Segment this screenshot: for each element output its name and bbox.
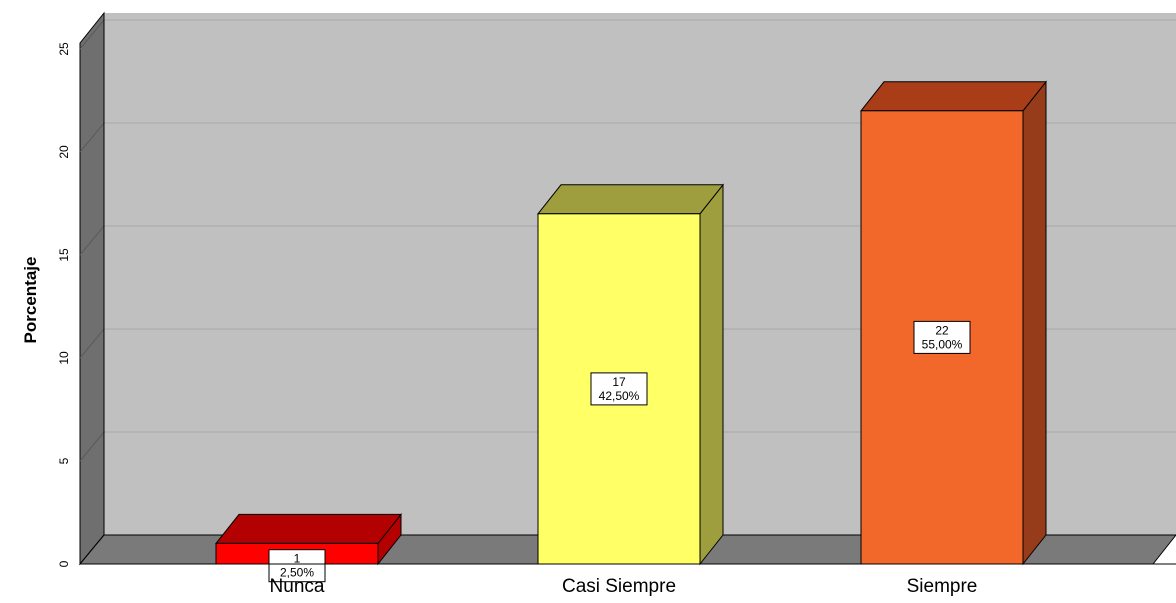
y-tick-label: 0: [57, 560, 71, 567]
data-label-count: 17: [612, 375, 626, 389]
data-label-percent: 2,50%: [280, 566, 314, 580]
bar-top: [214, 513, 403, 544]
gridline-wall: [79, 19, 105, 50]
gridline-wall: [79, 431, 105, 462]
data-label-percent: 55,00%: [922, 337, 963, 351]
data-label: 12,50%: [268, 549, 326, 583]
x-tick-label: Nunca: [270, 576, 325, 597]
bar-top: [859, 81, 1048, 112]
bar-side: [1022, 80, 1047, 566]
data-label-count: 1: [294, 552, 301, 566]
y-tick-label: 5: [57, 457, 71, 464]
data-label-box: [268, 549, 326, 583]
gridline-wall: [79, 122, 105, 153]
left-wall: [79, 11, 105, 566]
x-tick-label: Siempre: [907, 576, 978, 597]
data-label-count: 22: [935, 323, 949, 337]
axes: 0 5 10 15 20 25 Nunca Casi Siempre Siempre: [57, 13, 1176, 597]
data-label-percent: 42,50%: [599, 389, 640, 403]
y-tick-label: 10: [57, 351, 71, 365]
bar-side: [699, 183, 724, 566]
x-tick-label: Casi Siempre: [562, 576, 676, 597]
bar-top: [536, 184, 725, 215]
y-axis-label: Porcentaje: [21, 257, 40, 344]
y-tick-label: 15: [57, 248, 71, 262]
gridline-wall: [79, 225, 105, 256]
y-tick-label: 20: [57, 145, 71, 159]
gridline-wall: [79, 328, 105, 359]
data-label-box: [590, 372, 648, 406]
data-label-box: [913, 320, 971, 354]
y-tick-label: 25: [57, 42, 71, 56]
